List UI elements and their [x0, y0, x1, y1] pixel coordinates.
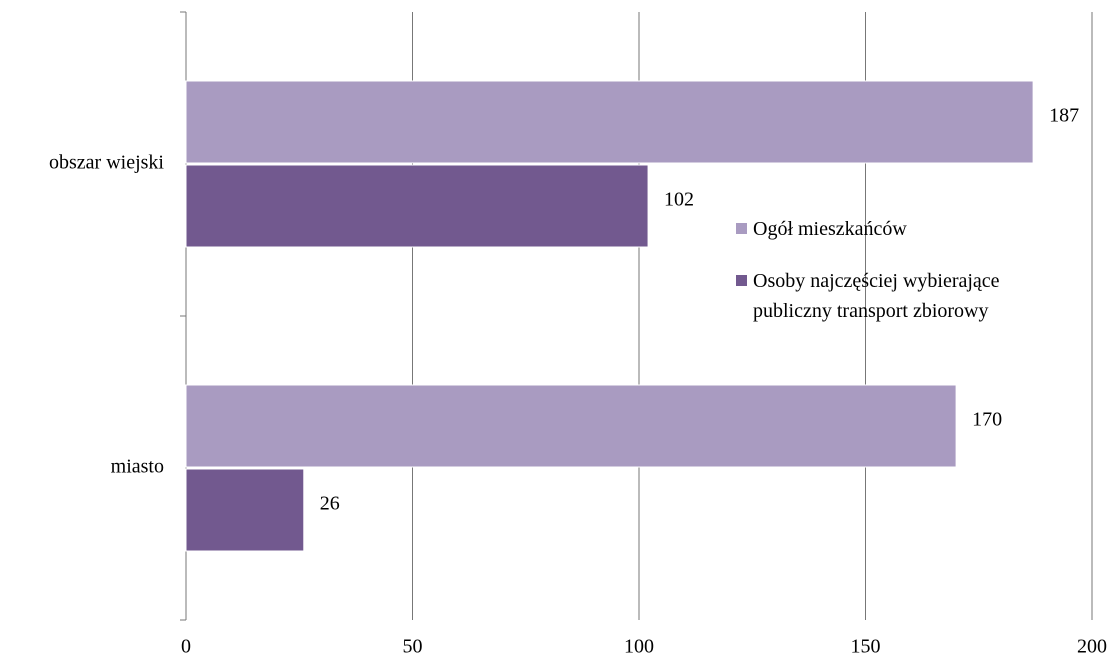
bar — [185, 164, 649, 248]
bar — [185, 468, 305, 552]
legend: Ogół mieszkańców Osoby najczęściej wybier… — [736, 214, 1096, 348]
legend-swatch — [736, 223, 747, 234]
legend-item: Osoby najczęściej wybierające publiczny … — [736, 266, 1096, 326]
y-tick-label: miasto — [111, 456, 164, 478]
legend-label: Ogół mieszkańców — [753, 218, 907, 240]
legend-swatch — [736, 275, 747, 286]
data-label: 170 — [972, 409, 1002, 431]
legend-label: Osoby najczęściej wybierające publiczny … — [753, 270, 1000, 322]
x-tick-label: 0 — [181, 636, 191, 658]
legend-item: Ogół mieszkańców — [736, 214, 1096, 244]
y-tick-label: obszar wiejski — [49, 152, 164, 174]
data-label: 102 — [664, 189, 694, 211]
bar — [185, 80, 1034, 164]
x-tick-label: 150 — [851, 636, 881, 658]
data-label: 26 — [320, 493, 340, 515]
bar — [185, 384, 957, 468]
x-tick-label: 50 — [403, 636, 423, 658]
x-tick-label: 200 — [1077, 636, 1107, 658]
data-label: 187 — [1049, 105, 1079, 127]
x-tick-label: 100 — [624, 636, 654, 658]
